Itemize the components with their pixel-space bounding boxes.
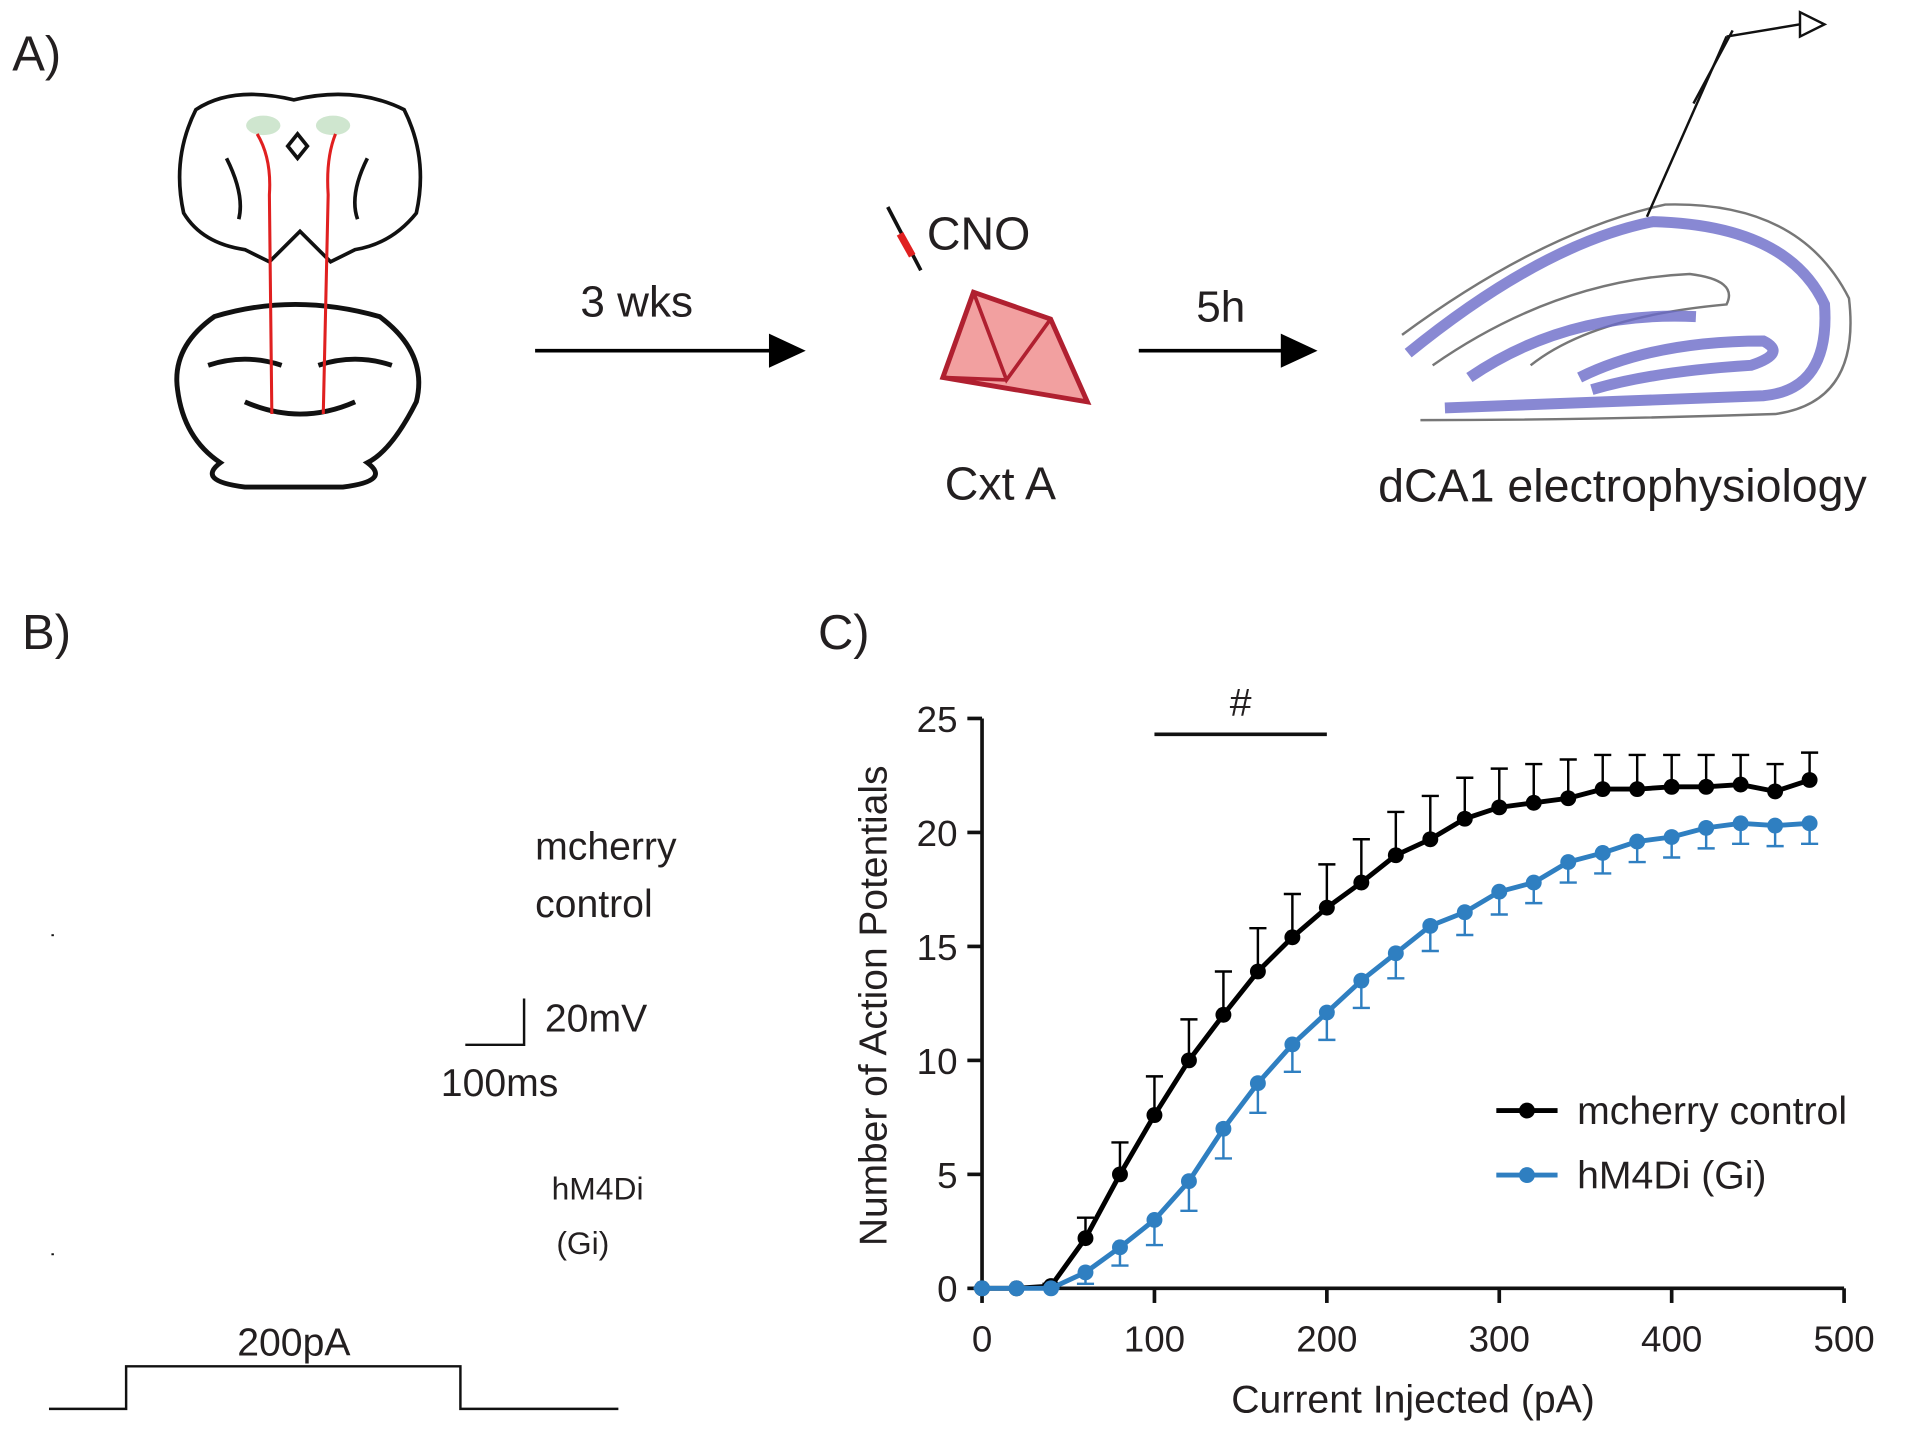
x-tick-label: 400 [1641,1319,1702,1360]
data-point [1629,833,1646,850]
data-point [1180,1052,1197,1069]
data-point [1146,1107,1163,1124]
data-point [1767,817,1784,834]
data-point [1077,1264,1094,1281]
panel-label: B) [22,606,71,660]
x-axis-label: Current Injected (pA) [1231,1379,1595,1422]
y-tick-label: 5 [937,1155,957,1196]
arrow-head [768,333,806,368]
recording-label: dCA1 electrophysiology [1378,460,1868,512]
data-point [1629,781,1646,798]
data-point [1732,815,1749,832]
data-point [1353,972,1370,989]
series-line [982,820,1810,1291]
data-point [1491,799,1508,816]
data-point [1112,1166,1128,1183]
data-point [1422,831,1439,848]
interval-label: 3 wks [580,278,693,327]
data-point [1387,847,1404,864]
injection-site [246,115,281,136]
y-tick-label: 20 [917,813,958,854]
x-tick-label: 200 [1296,1319,1357,1360]
injection-site [315,115,351,136]
data-point [1698,819,1715,836]
data-point [1801,772,1818,788]
data-point [1215,1120,1232,1137]
data-point [1387,945,1404,962]
chart: 0 5 10 15 20 25 0 100 200 300 400 500 Current Inject… [852,682,1874,1421]
trace-label: hM4Di [552,1171,644,1207]
scale-bar [465,998,526,1047]
hippocampus [1401,10,1852,422]
arrow-head [1280,333,1318,368]
legend-marker [1518,1102,1535,1119]
y-tick-label: 15 [917,927,958,968]
data-point [1008,1280,1025,1297]
legend-label: mcherry control [1577,1090,1847,1133]
data-point [1215,1006,1232,1023]
x-tick-label: 0 [972,1319,992,1360]
trace-label: control [535,883,653,926]
x-tick-label: 100 [1124,1319,1185,1360]
current-step [48,1365,619,1411]
data-point [1284,1036,1301,1053]
data-point [1663,778,1680,795]
context-box [939,289,1092,406]
data-point [1456,904,1473,921]
data-point [1594,845,1611,861]
data-point [1525,794,1542,811]
drug-label: CNO [927,208,1030,260]
voltage-traces [51,934,54,1256]
data-point [1043,1280,1059,1297]
data-point [1732,776,1749,793]
data-point [1422,917,1439,934]
data-point [1112,1239,1128,1256]
data-point [1180,1173,1197,1190]
data-point [1698,778,1715,795]
y-tick-label: 0 [937,1269,957,1310]
brain-coronal [177,92,423,265]
data-point [1525,874,1542,891]
data-point [1249,1075,1266,1092]
significance-label: # [1230,682,1252,725]
data-point [1249,963,1266,980]
interval-label: 5h [1196,283,1245,332]
panel-label: C) [818,606,870,660]
y-axis-label: Number of Action Potentials [852,765,895,1246]
y-tick-label: 10 [917,1041,958,1082]
data-point [1560,790,1577,807]
brain-hindbrain [174,301,422,490]
syringe [886,206,923,272]
data-point [1077,1230,1094,1247]
step-label: 200pA [237,1321,350,1364]
data-point [1491,883,1508,900]
y-tick-label: 25 [917,699,958,740]
data-point [1318,1004,1335,1021]
projection [255,133,337,415]
data-point [1456,810,1473,827]
scale-voltage: 20mV [545,998,647,1041]
context-label: Cxt A [945,457,1056,509]
data-point [1353,874,1370,891]
data-point [1663,829,1680,845]
x-tick-label: 500 [1813,1319,1874,1360]
legend-label: hM4Di (Gi) [1577,1155,1766,1198]
trace-label: mcherry [535,826,677,869]
data-point [974,1280,990,1297]
scale-time: 100ms [441,1062,559,1105]
legend-marker [1518,1167,1535,1184]
panel-label: A) [12,28,61,82]
data-point [1594,781,1611,798]
data-point [1318,899,1335,916]
trace-label: (Gi) [556,1225,609,1261]
data-point [1801,815,1818,832]
x-tick-label: 300 [1469,1319,1530,1360]
data-point [1284,929,1301,946]
data-point [1767,783,1784,800]
data-point [1146,1212,1163,1228]
data-point [1560,854,1577,870]
